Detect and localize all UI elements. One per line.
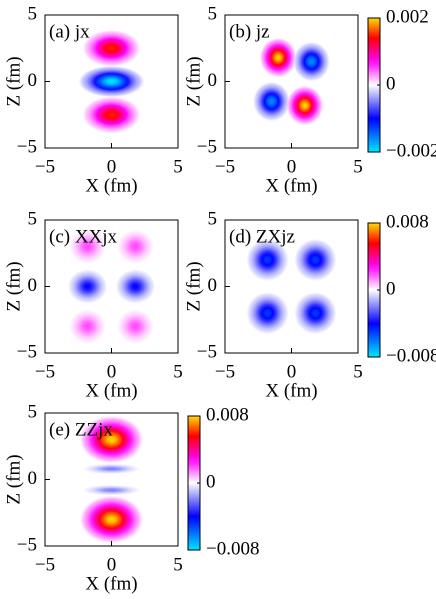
heat-lobe — [82, 29, 141, 67]
y-tick-label: 5 — [28, 208, 38, 229]
panel: −5 0 5 −5 0 5 (b) jz X (fm) Z (fm) −0.002 0 0.002 — [183, 3, 436, 196]
heat-lobe — [82, 96, 141, 134]
x-tick-label: 0 — [107, 554, 117, 575]
y-tick-label: 5 — [208, 208, 218, 229]
y-tick-label: 0 — [28, 275, 38, 296]
y-axis-label: Z (fm) — [3, 454, 24, 504]
heat-lobe — [79, 495, 144, 544]
y-tick-label: 5 — [28, 401, 38, 422]
colorbar-tick-label: −0.002 — [386, 140, 436, 161]
x-axis-label: X (fm) — [85, 573, 137, 594]
y-axis-label: Z (fm) — [3, 56, 24, 106]
y-tick-label: 5 — [208, 3, 218, 24]
heat-lobe — [294, 238, 337, 282]
colorbar-tick-label: 0.008 — [206, 404, 249, 425]
colorbar-tick-label: −0.008 — [206, 538, 259, 559]
y-tick-label: 5 — [28, 3, 38, 24]
heatmap — [78, 29, 145, 134]
x-axis-label: X (fm) — [85, 380, 137, 401]
x-tick-label: 5 — [173, 156, 183, 177]
x-tick-label: 0 — [107, 156, 117, 177]
heat-lobe — [246, 238, 289, 282]
heat-lobe — [82, 484, 141, 496]
y-tick-label: −5 — [197, 136, 217, 157]
panel-title: (a) jx — [49, 21, 90, 42]
panel: −5 0 5 −5 0 5 (a) jx X (fm) Z (fm) — [3, 3, 182, 196]
colorbar-tick-label: 0 — [386, 278, 396, 299]
x-tick-label: −5 — [35, 361, 55, 382]
x-tick-label: 5 — [173, 554, 183, 575]
x-tick-label: 5 — [353, 361, 363, 382]
plot-background — [45, 220, 178, 353]
colorbar-tick-label: 0.002 — [386, 6, 429, 27]
heat-lobe — [246, 291, 289, 335]
x-tick-label: 5 — [353, 156, 363, 177]
heat-lobe — [79, 415, 144, 464]
heatmap — [252, 37, 331, 126]
x-tick-label: 0 — [107, 361, 117, 382]
x-axis-label: X (fm) — [265, 380, 317, 401]
x-tick-label: −5 — [35, 156, 55, 177]
heat-lobe — [252, 81, 291, 122]
x-tick-label: 0 — [287, 361, 297, 382]
x-tick-label: −5 — [35, 554, 55, 575]
y-tick-label: −5 — [197, 341, 217, 362]
y-tick-label: −5 — [17, 136, 37, 157]
x-axis-label: X (fm) — [265, 175, 317, 196]
colorbar-tick-label: −0.008 — [386, 345, 436, 366]
y-axis-label: Z (fm) — [183, 261, 204, 311]
heat-lobe — [78, 65, 145, 98]
panel: −5 0 5 −5 0 5 (d) ZXjz X (fm) Z (fm) −0.008 0 0.008 — [183, 208, 436, 401]
y-tick-label: −5 — [17, 534, 37, 555]
y-tick-label: 0 — [208, 275, 218, 296]
plot-background — [225, 220, 358, 353]
heat-lobe — [115, 269, 156, 304]
heatmap — [79, 415, 144, 544]
x-tick-label: −5 — [215, 361, 235, 382]
panel-title: (c) XXjx — [49, 226, 118, 247]
heat-lobe — [67, 269, 108, 304]
heatmap — [246, 238, 337, 335]
heat-lobe — [294, 291, 337, 335]
heat-lobe — [68, 309, 107, 344]
y-axis-label: Z (fm) — [183, 56, 204, 106]
plot-background — [225, 15, 358, 148]
heatmap — [67, 229, 156, 344]
y-tick-label: 0 — [28, 70, 38, 91]
heat-lobe — [116, 229, 155, 264]
y-axis-label: Z (fm) — [3, 261, 24, 311]
panel: −5 0 5 −5 0 5 (c) XXjx X (fm) Z (fm) — [3, 208, 182, 401]
panel: −5 0 5 −5 0 5 (e) ZZjx X (fm) Z (fm) −0.008 0 0.008 — [3, 401, 259, 594]
panel-title: (d) ZXjz — [229, 226, 295, 247]
x-tick-label: −5 — [215, 156, 235, 177]
y-tick-label: −5 — [17, 341, 37, 362]
heat-lobe — [116, 309, 155, 344]
heat-lobe — [286, 85, 324, 126]
panel-title: (b) jz — [229, 21, 270, 42]
heat-lobe — [292, 41, 331, 82]
panel-title: (e) ZZjx — [49, 419, 113, 440]
colorbar-tick-label: 0.008 — [386, 211, 429, 232]
heat-lobe — [68, 229, 107, 264]
y-tick-label: 0 — [208, 70, 218, 91]
colorbar-tick-label: 0 — [206, 471, 216, 492]
x-axis-label: X (fm) — [85, 175, 137, 196]
heat-lobe — [82, 463, 141, 475]
colorbar-tick-label: 0 — [386, 73, 396, 94]
x-tick-label: 5 — [173, 361, 183, 382]
y-tick-label: 0 — [28, 468, 38, 489]
x-tick-label: 0 — [287, 156, 297, 177]
heat-lobe — [259, 37, 297, 78]
